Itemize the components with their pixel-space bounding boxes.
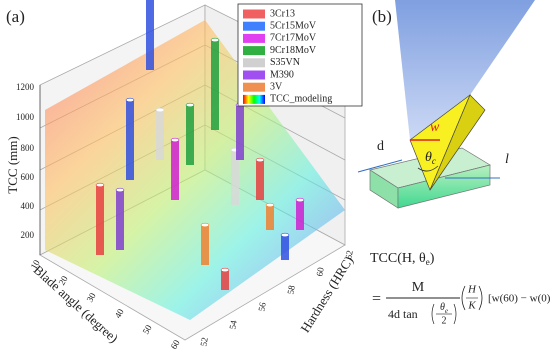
- z-tick: 1200: [16, 82, 35, 92]
- bar-top: [295, 197, 305, 203]
- bar: [201, 225, 209, 265]
- legend-label: 9Cr18MoV: [270, 45, 317, 56]
- lhs-sub: e: [426, 257, 430, 267]
- lhs-close: ): [430, 251, 435, 266]
- angle-sym: θ: [440, 302, 445, 313]
- bar: [296, 200, 304, 230]
- x-tick: 60: [169, 338, 182, 349]
- bar: [186, 105, 194, 165]
- denominator: 4d tan: [388, 307, 418, 321]
- bar-top: [170, 137, 180, 143]
- bar-top: [155, 107, 165, 113]
- theta-label: θc: [425, 150, 436, 166]
- l-label: l: [505, 152, 509, 167]
- formula-lhs: TCC(H, θe): [370, 251, 435, 267]
- d-label: d: [377, 139, 384, 154]
- bar-top: [200, 222, 210, 228]
- legend-label: 3V: [270, 81, 283, 92]
- y-ticks: 52 54 56 58 60 62: [198, 250, 354, 348]
- legend-label: 7Cr17MoV: [270, 33, 317, 44]
- legend-label: 5Cr15MoV: [270, 20, 317, 31]
- bar: [266, 205, 274, 230]
- legend-swatch: [243, 94, 265, 104]
- numerator: M: [412, 280, 425, 295]
- legend-swatch: [243, 21, 265, 31]
- bar-top: [220, 267, 230, 273]
- theta-sub: c: [432, 156, 436, 166]
- lhs: TCC(H, θ: [370, 251, 426, 266]
- angle-sub: e: [445, 307, 448, 315]
- bars: [95, 0, 305, 290]
- legend-label: TCC_modeling: [270, 94, 332, 105]
- bar-top: [115, 187, 125, 193]
- legend-label: 3Cr13: [270, 8, 295, 19]
- angle: θe: [440, 302, 448, 314]
- bar: [281, 235, 289, 260]
- y-tick: 52: [198, 337, 209, 348]
- z-tick: 800: [21, 143, 35, 153]
- z-tick: 1000: [16, 112, 35, 122]
- bar: [96, 185, 104, 255]
- z-tick: 400: [21, 201, 35, 211]
- bar-top: [95, 182, 105, 188]
- bar: [256, 160, 264, 200]
- legend-swatch: [243, 33, 265, 43]
- half: 2: [442, 315, 447, 326]
- bar-top: [185, 102, 195, 108]
- bar: [236, 105, 244, 160]
- legend-swatch: [243, 70, 265, 80]
- legend-label: M390: [270, 69, 294, 80]
- ratio-bottom: K: [467, 300, 476, 312]
- y-tick: 58: [285, 284, 296, 295]
- w-label: w: [430, 120, 440, 135]
- x-tick: 30: [85, 291, 98, 304]
- y-tick: 56: [256, 301, 267, 312]
- y-tick: 54: [227, 319, 238, 330]
- legend-swatch: [243, 46, 265, 56]
- bar-top: [125, 97, 135, 103]
- panel-label: (a): [6, 7, 25, 26]
- bar: [171, 140, 179, 200]
- legend-swatch: [243, 82, 265, 92]
- bar: [116, 190, 124, 250]
- x-tick: 40: [113, 307, 126, 320]
- bar-top: [255, 157, 265, 163]
- z-tick: 600: [21, 172, 35, 182]
- theta: θ: [425, 150, 432, 165]
- bar-top: [280, 232, 290, 238]
- bar: [126, 100, 134, 180]
- bar: [146, 0, 154, 70]
- knife-diagram: [357, 0, 535, 209]
- legend-label: S35VN: [270, 57, 300, 68]
- legend-swatch: [243, 58, 265, 68]
- bar-top: [265, 202, 275, 208]
- legend-swatch: [243, 9, 265, 19]
- bar: [221, 270, 229, 290]
- y-tick: 62: [343, 250, 354, 261]
- panel-label: (b): [372, 7, 392, 26]
- bar: [211, 40, 219, 130]
- z-tick: 200: [21, 230, 35, 240]
- equals: =: [372, 291, 381, 308]
- ratio-top: H: [467, 284, 477, 296]
- bar-top: [210, 37, 220, 43]
- bar: [231, 150, 239, 205]
- z-title: TCC (mm): [5, 136, 20, 193]
- z-ticks: 200 400 600 800 1000 1200: [16, 82, 35, 240]
- y-tick: 60: [314, 266, 325, 277]
- bar: [156, 110, 164, 160]
- x-tick: 50: [141, 323, 154, 336]
- bracket-term: [w(60) − w(0)]: [488, 293, 550, 305]
